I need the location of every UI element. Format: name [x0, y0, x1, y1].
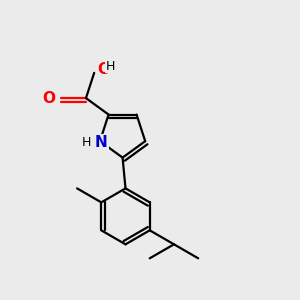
Text: N: N [95, 135, 108, 150]
Text: O: O [98, 62, 111, 77]
Text: H: H [106, 60, 115, 73]
Text: H: H [82, 136, 91, 149]
Text: O: O [43, 91, 56, 106]
